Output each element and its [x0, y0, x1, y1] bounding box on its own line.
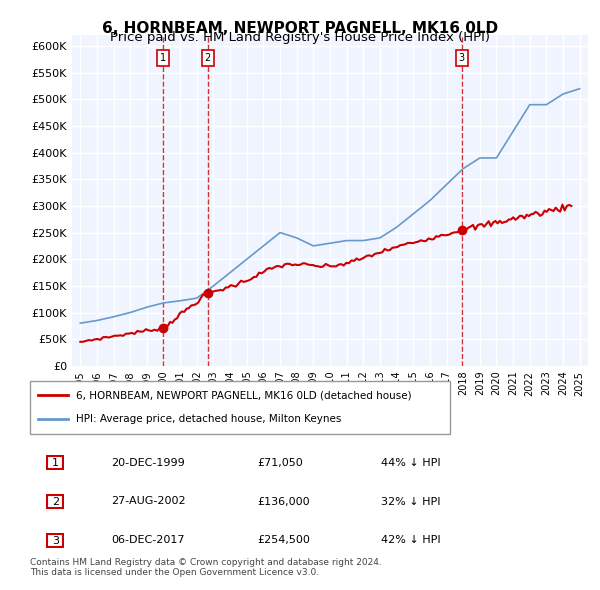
Text: 2: 2 [205, 53, 211, 63]
Text: Price paid vs. HM Land Registry's House Price Index (HPI): Price paid vs. HM Land Registry's House … [110, 31, 490, 44]
Text: 1: 1 [52, 458, 59, 468]
Text: 1: 1 [160, 53, 166, 63]
Text: 32% ↓ HPI: 32% ↓ HPI [381, 497, 440, 506]
FancyBboxPatch shape [47, 495, 64, 509]
Text: HPI: Average price, detached house, Milton Keynes: HPI: Average price, detached house, Milt… [76, 414, 341, 424]
Text: 6, HORNBEAM, NEWPORT PAGNELL, MK16 0LD: 6, HORNBEAM, NEWPORT PAGNELL, MK16 0LD [102, 21, 498, 35]
Text: £254,500: £254,500 [257, 536, 310, 545]
Text: 2: 2 [52, 497, 59, 507]
Text: 06-DEC-2017: 06-DEC-2017 [111, 536, 185, 545]
Text: 20-DEC-1999: 20-DEC-1999 [111, 458, 185, 467]
FancyBboxPatch shape [47, 534, 64, 548]
Text: £136,000: £136,000 [257, 497, 310, 506]
Text: 3: 3 [459, 53, 465, 63]
FancyBboxPatch shape [47, 456, 64, 470]
Text: 44% ↓ HPI: 44% ↓ HPI [381, 458, 440, 467]
Text: Contains HM Land Registry data © Crown copyright and database right 2024.
This d: Contains HM Land Registry data © Crown c… [30, 558, 382, 577]
Text: 27-AUG-2002: 27-AUG-2002 [111, 497, 185, 506]
Text: 3: 3 [52, 536, 59, 546]
Text: 6, HORNBEAM, NEWPORT PAGNELL, MK16 0LD (detached house): 6, HORNBEAM, NEWPORT PAGNELL, MK16 0LD (… [76, 391, 412, 401]
FancyBboxPatch shape [30, 381, 450, 434]
Text: £71,050: £71,050 [257, 458, 302, 467]
Text: 42% ↓ HPI: 42% ↓ HPI [381, 536, 440, 545]
